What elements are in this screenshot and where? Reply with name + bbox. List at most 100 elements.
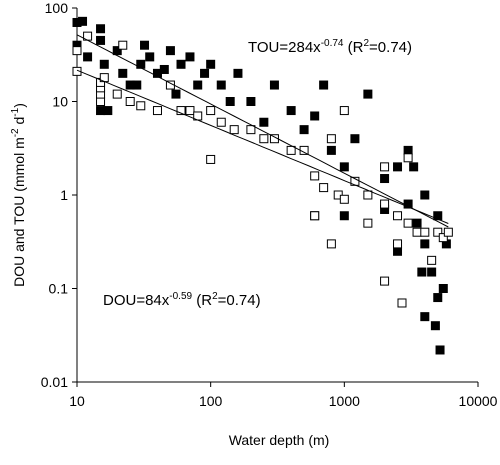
point	[165, 46, 175, 56]
point	[363, 89, 373, 99]
point	[397, 298, 407, 308]
point	[339, 194, 349, 204]
point	[96, 35, 106, 45]
point	[206, 154, 216, 164]
point	[409, 162, 419, 172]
text-part: DOU and TOU (mmol m	[11, 137, 27, 287]
point	[96, 24, 106, 34]
point	[420, 190, 430, 200]
y-tick-label: 0.1	[49, 281, 69, 297]
text-part: 2	[363, 38, 369, 49]
point	[393, 246, 403, 256]
point	[310, 211, 320, 221]
point	[319, 80, 329, 90]
point	[118, 40, 128, 50]
point	[176, 59, 186, 69]
text-part: -0.59	[169, 291, 192, 302]
point	[380, 162, 390, 172]
text-part: d	[11, 117, 27, 129]
point	[433, 227, 443, 237]
point	[403, 153, 413, 163]
x-tick-label: 10	[69, 393, 85, 409]
point	[433, 211, 443, 221]
point	[363, 218, 373, 228]
point	[136, 101, 146, 111]
point	[443, 227, 453, 237]
point	[438, 233, 448, 243]
point	[206, 106, 216, 116]
point	[259, 134, 269, 144]
fit-line	[76, 34, 449, 228]
point	[140, 40, 150, 50]
annotation: DOU=84x-0.59 (R2=0.74)	[103, 291, 261, 309]
y-tick-label: 1	[60, 187, 68, 203]
point	[393, 211, 403, 221]
point	[299, 125, 309, 135]
point	[380, 276, 390, 286]
point	[229, 125, 239, 135]
y-axis-label: DOU and TOU (mmol m-2 d-1)	[10, 103, 27, 287]
point	[420, 227, 430, 237]
point	[339, 211, 349, 221]
point	[176, 106, 186, 116]
point	[206, 59, 216, 69]
annotation: TOU=284x-0.74 (R2=0.74)	[248, 38, 412, 56]
point	[350, 134, 360, 144]
point	[286, 145, 296, 155]
x-tick-label: 10000	[459, 393, 498, 409]
point	[83, 52, 93, 62]
point	[145, 52, 155, 62]
point	[118, 68, 128, 78]
point	[96, 106, 106, 116]
text-part: 2	[212, 291, 218, 302]
point	[420, 312, 430, 322]
point	[438, 284, 448, 293]
point	[433, 293, 443, 303]
point	[427, 267, 437, 277]
text-part: TOU=284x	[248, 39, 321, 56]
text-part: -2	[10, 128, 21, 137]
point	[132, 80, 142, 90]
point	[112, 89, 122, 99]
point	[319, 183, 329, 193]
point	[99, 59, 109, 69]
x-tick-label: 1000	[329, 393, 360, 409]
point	[225, 97, 235, 106]
point	[246, 97, 256, 106]
y-tick-label: 100	[45, 0, 69, 16]
point	[393, 162, 403, 172]
point	[185, 106, 195, 116]
text-part: =0.74)	[218, 292, 261, 309]
text-part: )	[11, 103, 27, 108]
point	[159, 64, 169, 74]
point	[363, 190, 373, 200]
point	[417, 267, 427, 277]
point	[112, 46, 122, 56]
x-tick-label: 100	[199, 393, 223, 409]
point	[339, 106, 349, 116]
point	[269, 80, 279, 90]
text-part: =0.74)	[369, 39, 412, 56]
point	[380, 174, 390, 184]
y-tick-label: 0.01	[41, 374, 68, 390]
point	[412, 227, 422, 237]
point	[412, 218, 422, 228]
point	[310, 171, 320, 181]
text-part: -1	[10, 107, 21, 116]
point	[430, 321, 440, 331]
point	[326, 145, 336, 155]
point	[193, 80, 203, 90]
point	[403, 145, 413, 155]
text-part: (R	[192, 292, 212, 309]
point	[435, 345, 445, 355]
fit-line	[76, 69, 449, 224]
text-part: DOU=84x	[103, 292, 170, 309]
point	[136, 59, 146, 69]
point	[339, 162, 349, 172]
point	[259, 117, 269, 127]
point	[403, 218, 413, 228]
point	[216, 117, 226, 127]
point	[216, 80, 226, 90]
x-axis-label: Water depth (m)	[229, 432, 330, 448]
